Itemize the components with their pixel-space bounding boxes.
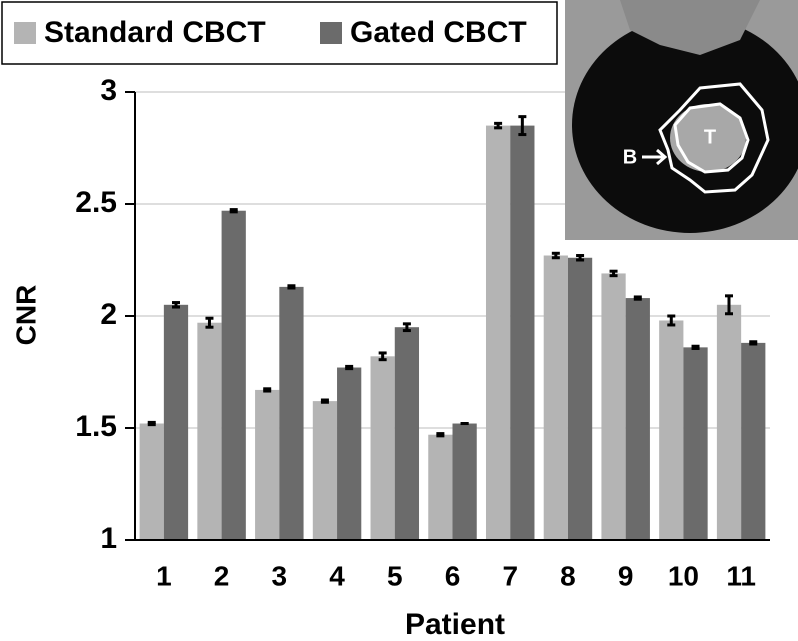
x-tick-label: 10 bbox=[668, 560, 699, 591]
boundary-outer bbox=[658, 82, 770, 194]
legend: Standard CBCT Gated CBCT bbox=[1, 1, 558, 65]
legend-label: Standard CBCT bbox=[44, 16, 266, 49]
y-tick-label: 2.5 bbox=[75, 186, 117, 219]
error-bar bbox=[345, 364, 354, 371]
bar bbox=[255, 389, 280, 540]
error-bar bbox=[436, 432, 445, 438]
x-axis-label: Patient bbox=[405, 608, 505, 641]
error-bar bbox=[287, 284, 296, 290]
y-tick-label: 3 bbox=[100, 74, 117, 107]
mediastinum bbox=[620, 0, 760, 55]
bar bbox=[567, 257, 593, 540]
error-bar bbox=[147, 420, 156, 427]
x-tick-label: 2 bbox=[214, 560, 230, 591]
error-bar bbox=[725, 294, 734, 316]
bar bbox=[428, 434, 453, 540]
bar bbox=[197, 322, 222, 540]
error-bar bbox=[263, 387, 272, 393]
x-tick-label: 5 bbox=[387, 560, 403, 591]
bar bbox=[543, 255, 568, 540]
inset-label: T bbox=[704, 126, 716, 148]
error-bar bbox=[320, 398, 329, 404]
bar bbox=[601, 273, 626, 540]
y-tick-label: 1 bbox=[100, 522, 117, 555]
inset-image: TB bbox=[565, 0, 798, 240]
bar bbox=[163, 304, 189, 540]
bar bbox=[741, 342, 766, 540]
y-tick-label: 2 bbox=[100, 298, 117, 331]
x-tick-label: 3 bbox=[272, 560, 288, 591]
y-axis-label: CNR bbox=[10, 285, 41, 346]
bar bbox=[221, 210, 246, 540]
error-bar bbox=[691, 344, 700, 350]
error-bar bbox=[378, 351, 387, 362]
bar bbox=[139, 423, 164, 540]
error-bar bbox=[229, 208, 238, 214]
x-tick-label: 8 bbox=[560, 560, 576, 591]
x-tick-label: 11 bbox=[726, 560, 756, 591]
error-bar bbox=[518, 115, 527, 137]
bar bbox=[510, 125, 535, 540]
bar bbox=[370, 356, 395, 540]
error-bar bbox=[171, 301, 180, 309]
error-bar bbox=[205, 316, 214, 329]
inset-label: B bbox=[623, 146, 637, 168]
y-tick-label: 1.5 bbox=[75, 410, 117, 443]
legend-label: Gated CBCT bbox=[350, 16, 527, 49]
error-bar bbox=[551, 251, 560, 260]
bar bbox=[683, 347, 708, 540]
bar bbox=[312, 401, 338, 540]
x-tick-label: 9 bbox=[618, 560, 634, 591]
legend-swatch bbox=[14, 22, 36, 44]
legend-swatch bbox=[320, 22, 342, 44]
bar bbox=[659, 320, 684, 540]
bar bbox=[279, 286, 304, 540]
error-bar bbox=[402, 322, 411, 333]
legend-box bbox=[1, 1, 558, 65]
x-tick-label: 4 bbox=[329, 560, 345, 591]
bar bbox=[716, 304, 742, 540]
bar bbox=[337, 367, 362, 540]
bar bbox=[625, 298, 650, 540]
bar bbox=[452, 423, 477, 540]
error-bar bbox=[576, 254, 585, 262]
tumor bbox=[670, 104, 746, 172]
x-tick-label: 1 bbox=[156, 560, 172, 591]
x-tick-label: 6 bbox=[445, 560, 461, 591]
bar bbox=[394, 327, 420, 540]
error-bar bbox=[494, 121, 503, 130]
inset-arrow bbox=[642, 148, 668, 166]
x-tick-label: 7 bbox=[502, 560, 518, 591]
error-bar bbox=[667, 314, 676, 327]
bar bbox=[485, 125, 511, 540]
error-bar bbox=[633, 295, 642, 301]
error-bar bbox=[749, 340, 758, 346]
error-bar bbox=[609, 269, 618, 278]
boundary-inner bbox=[673, 102, 750, 174]
